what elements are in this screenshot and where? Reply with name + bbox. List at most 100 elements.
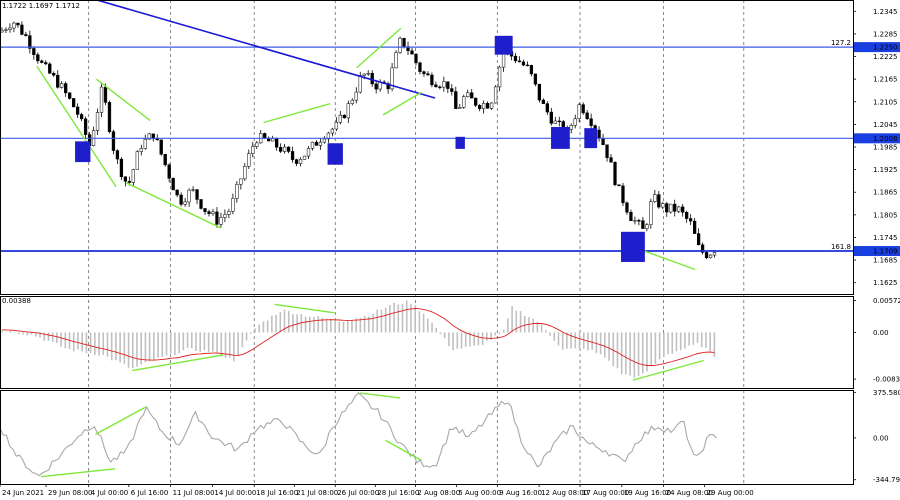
candle-body: [700, 244, 705, 253]
frame-layer: 1.2345 1.2285 1.2225 1.2165 1.2105 1.2045 1.19…: [0, 0, 900, 485]
candle-body: [199, 199, 203, 209]
y-tick-label: 1.1625: [873, 279, 898, 287]
candle-body: [589, 118, 593, 126]
candle-body: [119, 158, 124, 177]
candle-body: [79, 114, 84, 120]
candle-body: [52, 73, 56, 76]
candle-body: [657, 194, 661, 208]
grid-layer: [88, 0, 745, 484]
candle-body: [696, 233, 701, 246]
x-axis: 24 Jun 2021 29 Jun 08:004 Jul 00:00 6 Jul …: [0, 484, 754, 497]
candle-body: [211, 211, 215, 214]
candle-body: [219, 217, 223, 225]
y-tick-label: 1.1805: [873, 211, 898, 219]
candle-body: [529, 65, 534, 75]
candle-body: [8, 27, 12, 30]
candle-body: [326, 132, 331, 140]
divergence-line: [632, 359, 704, 381]
candle-body: [513, 55, 518, 62]
candle-body: [263, 133, 267, 139]
candle-body: [318, 141, 323, 146]
x-tick-label: 29 Aug 00:00: [707, 489, 754, 497]
candle-body: [12, 22, 16, 29]
y-tick-label: 1.2045: [873, 121, 898, 129]
x-tick-label: 24 Aug 08:00: [666, 489, 713, 497]
x-tick-label: 17 Aug 00:00: [582, 489, 629, 497]
candle-body: [251, 146, 255, 154]
candle-body: [83, 118, 88, 135]
candle-body: [537, 83, 542, 101]
x-tick-label: 28 Jul 16:00: [377, 489, 419, 497]
pane-frame: [0, 296, 854, 389]
candle-body: [681, 206, 685, 213]
signal-box: [494, 35, 513, 55]
pane-frame: [0, 390, 854, 485]
candle-body: [298, 159, 303, 164]
y-tick-label: 1.2165: [873, 76, 898, 84]
x-tick-label: 4 Jul 00:00: [91, 489, 129, 497]
signal-box: [455, 136, 465, 149]
candle-body: [99, 86, 104, 113]
candle-body: [103, 86, 108, 103]
candle-body: [175, 189, 179, 196]
divergence-line: [125, 182, 222, 229]
candle-body: [346, 103, 350, 119]
candle-body: [521, 61, 526, 66]
divergence-line: [40, 468, 116, 478]
price-level-tag: 1.2008: [873, 135, 898, 143]
y-tick-label: 1.1745: [873, 234, 898, 242]
level-tag: 127.2: [831, 39, 851, 47]
candle-body: [167, 164, 171, 179]
signal-box: [584, 128, 598, 149]
candle-body: [692, 220, 697, 234]
candle-body: [20, 24, 24, 35]
candle-body: [649, 201, 653, 225]
candle-body: [474, 97, 478, 106]
candle-body: [549, 111, 553, 124]
candle-body: [159, 139, 163, 155]
macd-signal-line: [2, 308, 715, 366]
candle-body: [40, 60, 44, 63]
candle-body: [330, 128, 335, 134]
price-pane-header: 1.1722 1.1697 1.1712: [2, 2, 80, 10]
x-tick-label: 6 Jul 16:00: [131, 489, 169, 497]
divergence-line: [359, 392, 401, 399]
candle-body: [75, 106, 80, 115]
candle-body: [708, 254, 713, 259]
candle-body: [310, 141, 315, 149]
candle-body: [482, 103, 486, 109]
y-tick-label: 1.2345: [873, 8, 898, 16]
trend-line: [94, 0, 436, 99]
y-tick-label: 0.00572: [873, 297, 900, 305]
price-level-tag-bg: [854, 133, 900, 144]
candle-body: [282, 146, 287, 152]
candle-body: [191, 189, 195, 191]
candle-body: [533, 73, 538, 85]
y-tick-label: 375.5808: [873, 389, 900, 397]
candle-body: [187, 189, 191, 203]
candle-body: [255, 142, 259, 147]
candle-body: [203, 208, 207, 212]
y-tick-label: 1.1865: [873, 189, 898, 197]
candle-body: [314, 141, 319, 146]
candle-body: [28, 35, 32, 49]
candle-body: [95, 112, 100, 131]
candle-body: [398, 37, 402, 53]
candle-body: [585, 112, 589, 120]
candle-body: [123, 176, 128, 182]
candle-body: [517, 60, 522, 63]
candle-body: [422, 71, 426, 74]
candle-body: [386, 83, 390, 90]
price-level-tag: 1.1709: [873, 248, 898, 256]
candle-body: [621, 185, 625, 204]
candle-body: [577, 104, 581, 120]
divergence-line: [263, 102, 331, 124]
macd-pane-header: 0.00388: [2, 297, 31, 305]
candle-body: [394, 52, 398, 69]
candle-body: [525, 64, 530, 67]
candle-body: [665, 203, 669, 213]
candle-body: [239, 178, 243, 185]
divergence-line: [274, 303, 335, 314]
candle-body: [278, 147, 283, 152]
